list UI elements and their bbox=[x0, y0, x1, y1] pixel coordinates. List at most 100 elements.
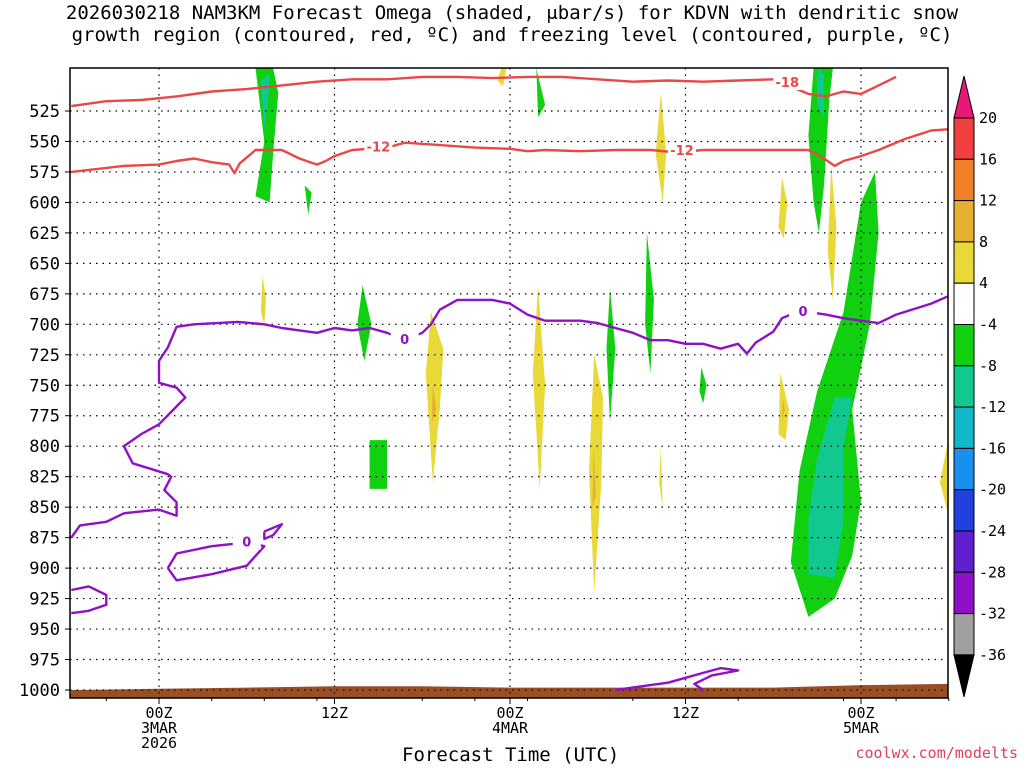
omega-region-19 bbox=[532, 285, 546, 489]
colorbar-bin-10 bbox=[953, 530, 975, 573]
y-tick-label-625: 625 bbox=[29, 224, 60, 244]
colorbar-label-4: 4 bbox=[979, 274, 988, 292]
colorbar-label-20: 20 bbox=[979, 109, 997, 127]
chart-title-line1: 2026030218 NAM3KM Forecast Omega (shaded… bbox=[65, 2, 959, 24]
contour-label-bg bbox=[773, 74, 802, 90]
colorbar-under-triangle bbox=[953, 654, 975, 698]
y-tick-label-525: 525 bbox=[29, 102, 60, 122]
omega-region-16 bbox=[827, 165, 837, 300]
plot-frame bbox=[69, 67, 949, 699]
omega-region-17 bbox=[260, 275, 267, 325]
colorbar-bin-3 bbox=[953, 241, 975, 284]
colorbar-label--32: -32 bbox=[979, 605, 1006, 623]
x-axis-title: Forecast Time (UTC) bbox=[402, 744, 620, 766]
colorbar-label--16: -16 bbox=[979, 439, 1006, 457]
colorbar-label-16: 16 bbox=[979, 150, 997, 168]
colorbar-label--4: -4 bbox=[979, 316, 997, 334]
omega-region-7 bbox=[645, 232, 654, 374]
y-tick-label-600: 600 bbox=[29, 193, 60, 213]
colorbar-label-12: 12 bbox=[979, 192, 997, 210]
contour-label-bg bbox=[667, 143, 696, 159]
x-tick-label-0-1: 3MAR bbox=[141, 719, 178, 737]
x-tick-label-0-2: 2026 bbox=[141, 734, 177, 752]
contour-label-bg bbox=[232, 534, 261, 550]
colorbar-label--24: -24 bbox=[979, 522, 1006, 540]
y-tick-label-875: 875 bbox=[29, 529, 60, 549]
colorbar-bin-12 bbox=[953, 613, 975, 656]
contour-dgz-12 bbox=[71, 128, 949, 175]
x-tick-label-40-0: 00Z bbox=[847, 704, 874, 722]
omega-region-5 bbox=[536, 68, 546, 118]
y-tick-label-850: 850 bbox=[29, 498, 60, 518]
y-tick-label-675: 675 bbox=[29, 285, 60, 305]
y-tick-label-800: 800 bbox=[29, 437, 60, 457]
omega-region-0 bbox=[255, 68, 279, 203]
y-tick-label-1000: 1000 bbox=[19, 681, 60, 701]
omega-region-4 bbox=[369, 440, 388, 489]
y-tick-label-775: 775 bbox=[29, 407, 60, 427]
omega-region-23 bbox=[940, 440, 948, 514]
y-tick-label-950: 950 bbox=[29, 620, 60, 640]
x-tick-label-40-1: 5MAR bbox=[843, 719, 880, 737]
colorbar-over-triangle bbox=[953, 75, 975, 119]
y-tick-label-925: 925 bbox=[29, 590, 60, 610]
contour-layer: -12 -12 -18 0 0 0 bbox=[70, 74, 949, 692]
terrain-layer bbox=[70, 683, 948, 698]
omega-region-15 bbox=[778, 178, 788, 239]
contour-label-freezing-lower: 0 bbox=[242, 536, 251, 551]
omega-region-8 bbox=[699, 367, 707, 404]
contour-freezing-near-surface bbox=[615, 666, 740, 692]
contour-label-bg bbox=[364, 139, 393, 155]
colorbar-bin-1 bbox=[953, 158, 975, 202]
colorbar-label--36: -36 bbox=[979, 646, 1006, 664]
grid-layer bbox=[70, 68, 948, 698]
y-tick-label-650: 650 bbox=[29, 254, 60, 274]
colorbar-label--12: -12 bbox=[979, 398, 1006, 416]
omega-region-9 bbox=[808, 68, 833, 233]
y-tick-label-700: 700 bbox=[29, 315, 60, 335]
contour-label-freezing-main: 0 bbox=[400, 333, 409, 348]
contour-label-dgz-18: -18 bbox=[776, 76, 800, 91]
omega-region-10 bbox=[817, 68, 825, 118]
colorbar-bin-5 bbox=[953, 324, 975, 367]
y-tick-label-975: 975 bbox=[29, 651, 60, 671]
omega-region-26 bbox=[782, 397, 785, 422]
colorbar-bin-9 bbox=[953, 489, 975, 532]
omega-region-24 bbox=[431, 385, 437, 422]
contour-label-dgz-12: -12 bbox=[367, 141, 391, 156]
x-tick-label-20-1: 4MAR bbox=[492, 719, 529, 737]
contour-label-freezing-main: 0 bbox=[799, 305, 808, 320]
omega-region-12 bbox=[808, 397, 853, 578]
colorbar: 20 16 12 8 4 -4 -8 -12 -16 -20 -24 -28 -32 -36 bbox=[953, 75, 1006, 698]
colorbar-bin-2 bbox=[953, 200, 975, 243]
x-tick-label-20-0: 00Z bbox=[496, 704, 523, 722]
colorbar-bin-4 bbox=[953, 282, 975, 326]
omega-region-14 bbox=[655, 92, 667, 203]
y-tick-label-550: 550 bbox=[29, 132, 60, 152]
colorbar-bin-0 bbox=[953, 117, 975, 160]
contour-label-bg bbox=[390, 332, 419, 348]
y-tick-label-575: 575 bbox=[29, 163, 60, 183]
colorbar-label--28: -28 bbox=[979, 563, 1006, 581]
contour-dgz-18 bbox=[71, 75, 897, 108]
y-tick-label-750: 750 bbox=[29, 376, 60, 396]
site-credit[interactable]: coolwx.com/modelts bbox=[855, 744, 1018, 762]
contour-freezing-low-left bbox=[71, 585, 108, 615]
omega-region-20 bbox=[589, 354, 603, 593]
colorbar-bin-11 bbox=[953, 571, 975, 615]
chart-title-line2: growth region (contoured, red, ºC) and f… bbox=[71, 24, 953, 46]
colorbar-label--20: -20 bbox=[979, 481, 1006, 499]
colorbar-label--8: -8 bbox=[979, 357, 997, 375]
terrain-surface bbox=[70, 683, 948, 698]
y-tick-label-900: 900 bbox=[29, 559, 60, 579]
y-axis: 525 550 575 600 625 650 675 700 725 750 775 800 825 8… bbox=[19, 102, 70, 701]
contour-label-dgz-12: -12 bbox=[670, 144, 694, 159]
colorbar-label-8: 8 bbox=[979, 233, 988, 251]
contour-freezing-lower bbox=[166, 541, 266, 582]
contour-label-bg bbox=[789, 304, 818, 320]
y-tick-label-825: 825 bbox=[29, 468, 60, 488]
x-tick-label-10-0: 12Z bbox=[321, 704, 348, 722]
x-tick-label-30-0: 12Z bbox=[672, 704, 699, 722]
